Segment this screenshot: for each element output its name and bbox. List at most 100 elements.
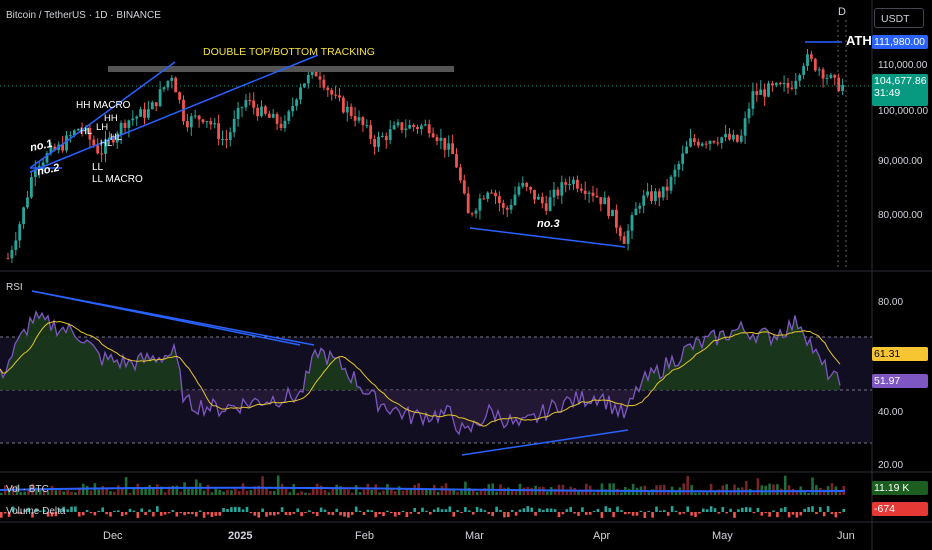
candle-up (759, 89, 763, 95)
volume-delta-bar (549, 508, 553, 512)
volume-bar (315, 483, 319, 495)
volume-delta-bar (78, 512, 81, 517)
interval-d-icon: D (838, 6, 846, 18)
rsi-pane (0, 309, 932, 473)
candle-down (763, 89, 766, 97)
volume-bar (577, 490, 580, 495)
volume-bar (27, 490, 30, 495)
volume-label: Vol · BTC (6, 484, 49, 495)
volume-delta-bar (557, 512, 561, 518)
volume-delta-bar (666, 512, 670, 516)
volume-bar (23, 491, 26, 495)
candle-up (685, 146, 688, 154)
volume-bar (354, 485, 358, 495)
candle-up (45, 153, 49, 163)
candle-down (252, 100, 256, 108)
volume-delta-bar (304, 512, 307, 514)
candle-down (143, 109, 146, 118)
candle-up (486, 192, 490, 199)
candle-up (26, 197, 29, 208)
volume-bar (378, 492, 381, 495)
volume-bar (327, 492, 331, 495)
volume-bar (187, 486, 190, 495)
candle-down (712, 140, 716, 143)
candle-down (462, 180, 466, 194)
double-top-tracking-label: DOUBLE TOP/BOTTOM TRACKING (203, 46, 375, 58)
candle-up (69, 135, 72, 137)
volume-bar (269, 490, 272, 495)
volume-bar (249, 490, 253, 495)
candle-down (96, 145, 100, 154)
candle-down (174, 77, 178, 93)
volume-delta-bar (440, 509, 444, 512)
candle-up (681, 153, 685, 164)
volume-delta-bar (241, 509, 245, 512)
volume-bar (483, 488, 487, 495)
candle-up (408, 124, 412, 129)
volume-bar (113, 491, 116, 495)
candle-down (735, 134, 739, 142)
volume-delta-bar (776, 512, 779, 518)
candle-up (794, 80, 798, 89)
volume-bar (347, 489, 350, 495)
candle-up (147, 109, 150, 118)
currency-button[interactable]: USDT (874, 8, 924, 28)
candle-down (490, 192, 493, 194)
time-tick: Feb (355, 530, 374, 542)
candle-up (303, 83, 306, 88)
volume-delta-bar (269, 512, 272, 516)
volume-delta-bar (429, 512, 432, 515)
symbol-title[interactable]: Bitcoin / TetherUS · 1D · BINANCE (6, 10, 161, 21)
candle-down (704, 143, 708, 145)
candle-down (650, 191, 653, 202)
candle-up (271, 113, 275, 118)
volume-bar (132, 487, 136, 495)
volume-bar (686, 475, 689, 495)
volume-bar (288, 492, 292, 495)
volume-bar (351, 492, 354, 495)
candle-up (22, 207, 25, 225)
candle-up (708, 140, 712, 144)
candle-down (353, 115, 357, 121)
volume-delta-bar (191, 512, 194, 515)
volume-delta-bar (487, 512, 491, 514)
volume-bar (663, 484, 666, 495)
candle-up (630, 215, 634, 231)
volume-bar (390, 488, 393, 495)
volume-delta-bar (15, 512, 19, 514)
volume-delta-bar (834, 512, 838, 518)
volume-bar (421, 489, 424, 495)
candle-down (373, 138, 376, 147)
volume-delta-bar (737, 509, 740, 512)
volume-delta-bar (163, 512, 167, 515)
volume-delta-bar (144, 512, 147, 516)
volume-bar (85, 485, 89, 495)
volume-delta-bar (374, 512, 377, 518)
volume-bar (261, 476, 264, 495)
volume-bar (393, 491, 397, 495)
volume-delta-bar (7, 512, 11, 517)
candle-down (334, 94, 337, 96)
volume-delta-bar (218, 512, 221, 516)
volume-delta-bar (409, 512, 413, 514)
volume-bar (600, 483, 604, 495)
candle-up (732, 134, 735, 140)
volume-bar (226, 489, 229, 495)
candle-down (696, 141, 700, 146)
candle-down (771, 83, 774, 86)
volume-delta-bar (39, 510, 42, 512)
volume-bar (78, 487, 81, 495)
volume-bar (46, 491, 50, 495)
candle-down (178, 92, 181, 100)
candle-down (837, 77, 841, 92)
candle-down (61, 144, 64, 151)
volume-delta-bar (198, 510, 202, 512)
volume-delta-bar (136, 512, 140, 518)
volume-delta-bar (733, 512, 736, 518)
volume-delta-bar (581, 507, 584, 512)
candle-up (127, 120, 131, 128)
candle-up (447, 143, 451, 150)
volume-ma-line (0, 486, 846, 493)
volume-bar (171, 485, 175, 495)
